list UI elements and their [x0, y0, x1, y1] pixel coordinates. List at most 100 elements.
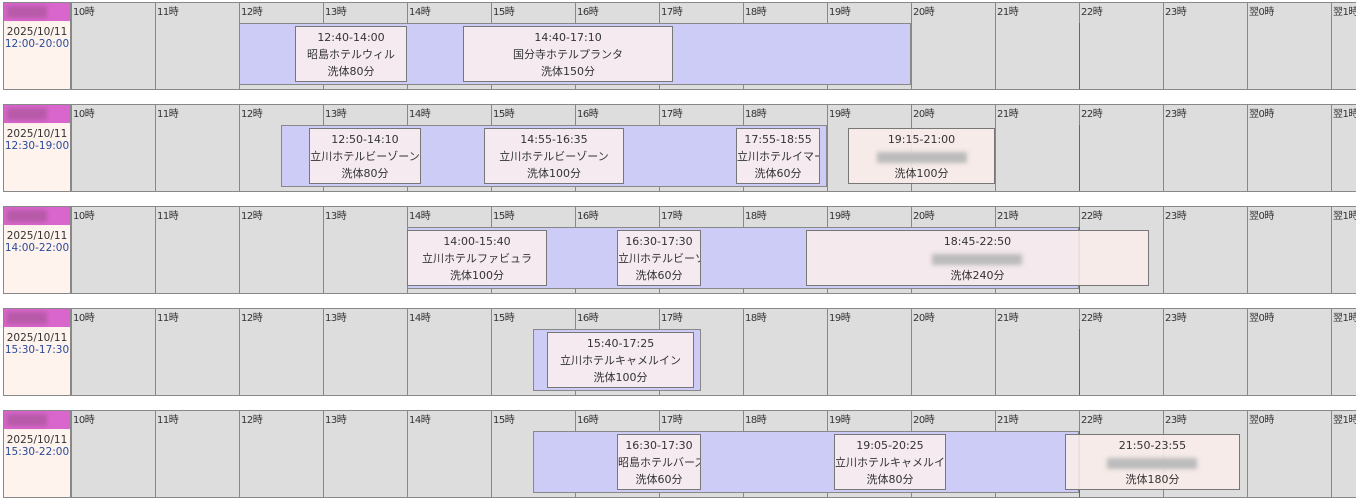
blurred-staff-name [7, 414, 47, 426]
hour-label: 18時 [745, 313, 767, 324]
blurred-staff-name [7, 6, 47, 18]
hour-label: 11時 [157, 415, 179, 426]
hour-column: 10時 [71, 411, 155, 497]
current-time-line [1079, 125, 1080, 191]
hour-column: 翌0時 [1247, 309, 1331, 395]
blurred-staff-name [7, 108, 47, 120]
hour-column: 23時 [1163, 309, 1247, 395]
booking-hotel: 国分寺ホテルプランタ [513, 48, 624, 61]
hour-label: 翌0時 [1249, 109, 1274, 120]
hour-label: 14時 [409, 415, 431, 426]
booking-hotel: 立川ホテルファビュラ [422, 252, 532, 265]
hour-label: 18時 [745, 211, 767, 222]
hour-label: 21時 [997, 313, 1019, 324]
booking-block[interactable]: 19:05-20:25 立川ホテルキャメルイン 洗体80分 [833, 434, 947, 490]
hour-label: 23時 [1165, 211, 1187, 222]
shift-hours: 12:00-20:00 [4, 38, 70, 50]
hour-label: 23時 [1165, 313, 1187, 324]
booking-block[interactable]: 14:00-15:40 立川ホテルファビュラ 洗体100分 [407, 230, 548, 286]
booking-block[interactable]: 21:50-23:55 洗体180分 [1064, 434, 1241, 490]
booking-hotel: 立川ホテルイマージュ [737, 150, 819, 163]
hour-column: 13時 [323, 207, 407, 293]
booking-course: 洗体100分 [593, 371, 648, 384]
booking-hotel [1066, 454, 1239, 471]
hour-label: 18時 [745, 415, 767, 426]
hour-column: 14時 [407, 309, 491, 395]
staff-label[interactable]: 2025/10/11 12:00-20:00 [4, 3, 71, 89]
booking-time: 18:45-22:50 [943, 235, 1012, 248]
booking-time: 15:40-17:25 [586, 337, 655, 350]
hour-label: 15時 [493, 109, 515, 120]
hour-column: 19時 [827, 105, 911, 191]
hour-column: 11時 [155, 309, 239, 395]
hour-label: 17時 [661, 7, 683, 18]
hour-column: 翌0時 [1247, 411, 1331, 497]
hour-label: 14時 [409, 109, 431, 120]
hour-label: 12時 [241, 415, 263, 426]
booking-block[interactable]: 15:40-17:25 立川ホテルキャメルイン 洗体100分 [547, 332, 695, 388]
blurred-name [1107, 457, 1198, 469]
booking-block[interactable]: 14:55-16:35 立川ホテルビーゾーン 洗体100分 [484, 128, 624, 184]
hour-label: 12時 [241, 313, 263, 324]
staff-label[interactable]: 2025/10/11 12:30-19:00 [4, 105, 71, 191]
shift-date: 2025/10/11 [6, 26, 68, 38]
booking-block[interactable]: 14:40-17:10 国分寺ホテルプランタ 洗体150分 [463, 26, 674, 82]
booking-hotel: 立川ホテルキャメルイン [560, 354, 682, 367]
staff-row: 10時 11時 12時 13時 14時 15時 16時 17時 18時 19時 20時 21時 22時 2… [3, 308, 1356, 396]
booking-block[interactable]: 12:40-14:00 昭島ホテルウィル 洗体80分 [295, 26, 407, 82]
hour-label: 14時 [409, 211, 431, 222]
hour-label: 19時 [829, 109, 851, 120]
booking-hotel: 立川ホテルビーゾーン [310, 150, 420, 163]
hour-label: 20時 [913, 415, 935, 426]
hour-label: 翌1時 [1333, 109, 1356, 120]
hour-label: 17時 [661, 211, 683, 222]
blurred-name [932, 253, 1023, 265]
booking-hotel: 立川ホテルビーゾーン [499, 150, 609, 163]
hour-column: 10時 [71, 3, 155, 89]
booking-block[interactable]: 18:45-22:50 洗体240分 [806, 230, 1149, 286]
hour-label: 13時 [325, 109, 347, 120]
hour-label: 17時 [661, 313, 683, 324]
hour-label: 22時 [1081, 7, 1103, 18]
shift-band[interactable] [533, 431, 1079, 493]
hour-label: 10時 [73, 415, 95, 426]
hour-label: 翌1時 [1333, 415, 1356, 426]
booking-hotel: 立川ホテルキャメルイン [834, 456, 947, 469]
staff-label[interactable]: 2025/10/11 15:30-22:00 [4, 411, 71, 497]
hour-label: 翌0時 [1249, 415, 1274, 426]
hour-label: 15時 [493, 313, 515, 324]
hour-label: 16時 [577, 313, 599, 324]
staff-name-header [4, 207, 70, 225]
hour-label: 23時 [1165, 7, 1187, 18]
booking-time: 14:55-16:35 [520, 133, 588, 146]
staff-name-header [4, 3, 70, 21]
hour-column: 翌0時 [1247, 207, 1331, 293]
hour-label: 翌1時 [1333, 313, 1356, 324]
shift-hours: 15:30-22:00 [4, 446, 70, 458]
hour-label: 16時 [577, 109, 599, 120]
booking-block[interactable]: 16:30-17:30 昭島ホテルバーズ 洗体60分 [617, 434, 701, 490]
shift-hours: 12:30-19:00 [4, 140, 70, 152]
booking-block[interactable]: 12:50-14:10 立川ホテルビーゾーン 洗体80分 [308, 128, 422, 184]
hour-label: 13時 [325, 7, 347, 18]
hour-column: 翌0時 [1247, 105, 1331, 191]
booking-course: 洗体80分 [866, 473, 914, 486]
hour-column: 12時 [239, 207, 323, 293]
booking-course: 洗体240分 [950, 269, 1005, 282]
hour-label: 13時 [325, 415, 347, 426]
shift-hours: 14:00-22:00 [4, 242, 70, 254]
hour-label: 15時 [493, 7, 515, 18]
hour-label: 11時 [157, 7, 179, 18]
staff-label[interactable]: 2025/10/11 15:30-17:30 [4, 309, 71, 395]
staff-label[interactable]: 2025/10/11 14:00-22:00 [4, 207, 71, 293]
hour-label: 翌1時 [1333, 7, 1356, 18]
booking-block[interactable]: 16:30-17:30 立川ホテルビーゾーン洗体60分 [617, 230, 701, 286]
hour-label: 18時 [745, 7, 767, 18]
hour-column: 19時 [827, 309, 911, 395]
booking-block[interactable]: 19:15-21:00 洗体100分 [848, 128, 995, 184]
hour-label: 20時 [913, 313, 935, 324]
hour-column: 18時 [743, 309, 827, 395]
staff-row: 10時 11時 12時 13時 14時 15時 16時 17時 18時 19時 20時 21時 22時 2… [3, 410, 1356, 498]
hour-column: 21時 [995, 309, 1079, 395]
booking-block[interactable]: 17:55-18:55 立川ホテルイマージュ洗体60分 [736, 128, 821, 184]
